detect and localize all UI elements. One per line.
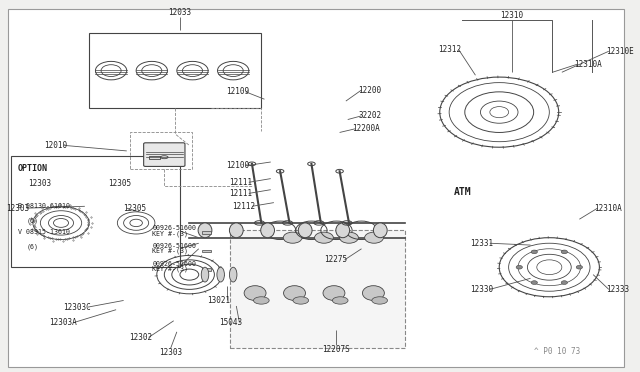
Text: 00926-51600: 00926-51600 (152, 225, 196, 231)
Text: 12303A: 12303A (49, 318, 77, 327)
Text: B 08130-61010: B 08130-61010 (19, 203, 70, 209)
Text: OPTION: OPTION (17, 164, 47, 173)
Bar (202, 250, 211, 253)
Text: 12109: 12109 (226, 87, 249, 96)
Ellipse shape (373, 223, 387, 238)
Circle shape (516, 265, 522, 269)
Text: V 08915-13610: V 08915-13610 (19, 229, 70, 235)
Circle shape (340, 232, 358, 243)
Text: KEY #-(3): KEY #-(3) (152, 247, 188, 254)
Text: 12303C: 12303C (63, 302, 91, 312)
Text: KEY #-(3): KEY #-(3) (152, 265, 188, 272)
FancyBboxPatch shape (143, 143, 185, 166)
Ellipse shape (201, 267, 209, 282)
Text: 12305: 12305 (108, 179, 131, 188)
Ellipse shape (332, 297, 348, 304)
Ellipse shape (260, 223, 275, 238)
Ellipse shape (284, 286, 305, 301)
Text: 12302: 12302 (129, 333, 152, 342)
Text: 12310E: 12310E (605, 47, 634, 56)
Circle shape (531, 281, 538, 285)
Bar (202, 268, 211, 271)
Ellipse shape (253, 297, 269, 304)
Circle shape (531, 250, 538, 254)
Text: 00926-51600: 00926-51600 (152, 243, 196, 249)
Text: 12305: 12305 (124, 203, 147, 213)
Bar (230, 230, 405, 349)
Bar (148, 156, 160, 159)
Text: 12310A: 12310A (595, 203, 622, 213)
Text: 00926-51600: 00926-51600 (152, 260, 196, 266)
Text: ^ P0 10 73: ^ P0 10 73 (534, 347, 580, 356)
Text: (6): (6) (27, 218, 38, 224)
Text: (6): (6) (27, 244, 38, 250)
Text: 12033: 12033 (168, 8, 191, 17)
Ellipse shape (293, 297, 308, 304)
Text: 12111: 12111 (229, 178, 252, 187)
Ellipse shape (229, 267, 237, 282)
Circle shape (576, 265, 582, 269)
Text: 12303: 12303 (6, 203, 29, 213)
Bar (11, 157, 180, 267)
Text: 12112: 12112 (232, 202, 255, 211)
Text: 12200: 12200 (358, 86, 381, 94)
Text: 12333: 12333 (605, 285, 628, 294)
Text: 12310A: 12310A (574, 60, 602, 69)
Text: 12312: 12312 (438, 45, 461, 54)
Circle shape (284, 232, 302, 243)
Text: 12111: 12111 (229, 189, 252, 198)
Text: 12331: 12331 (470, 239, 493, 248)
Ellipse shape (323, 286, 345, 301)
Circle shape (365, 232, 383, 243)
Text: 12010: 12010 (44, 141, 67, 150)
Circle shape (561, 281, 568, 285)
Circle shape (561, 250, 568, 254)
Ellipse shape (217, 267, 225, 282)
Text: 32202: 32202 (358, 111, 381, 121)
Circle shape (314, 232, 333, 243)
Ellipse shape (336, 223, 349, 238)
Ellipse shape (298, 223, 312, 238)
Text: 12200A: 12200A (352, 124, 380, 133)
Bar (89, 33, 261, 109)
Text: 12275: 12275 (324, 255, 348, 264)
Text: 12207S: 12207S (323, 345, 350, 354)
Bar (202, 231, 211, 234)
Text: 12310: 12310 (500, 11, 524, 20)
Text: KEY #-(3): KEY #-(3) (152, 230, 188, 237)
Ellipse shape (372, 297, 387, 304)
Text: ATM: ATM (454, 186, 472, 196)
Bar (130, 132, 193, 169)
Text: 12330: 12330 (470, 285, 493, 294)
Text: 15043: 15043 (220, 318, 243, 327)
Text: 12100: 12100 (226, 161, 249, 170)
Ellipse shape (362, 286, 385, 301)
Text: 12303: 12303 (28, 179, 52, 188)
Ellipse shape (244, 286, 266, 301)
Text: 12303: 12303 (159, 349, 182, 357)
Ellipse shape (229, 223, 243, 238)
Ellipse shape (198, 223, 212, 238)
Text: 13021: 13021 (207, 296, 230, 305)
